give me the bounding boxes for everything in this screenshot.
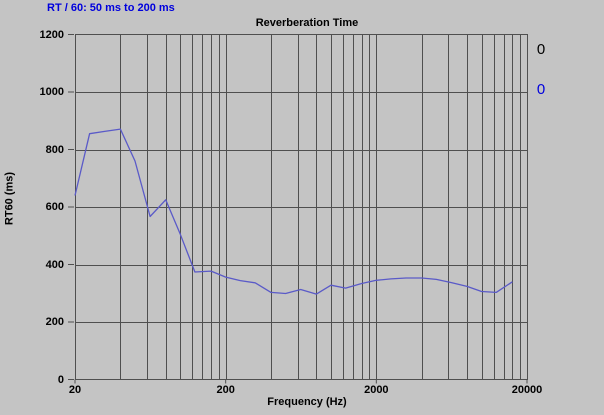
right-marker-black: 0 — [536, 41, 546, 58]
x-tick-label: 20000 — [511, 384, 543, 396]
window-header-title: RT / 60: 50 ms to 200 ms — [47, 2, 175, 14]
right-marker-blue: 0 — [536, 81, 546, 98]
y-tick-label: 1000 — [39, 86, 64, 98]
x-tick-label: 20 — [68, 384, 82, 396]
plot-frame — [75, 34, 528, 380]
rt60-curve — [74, 128, 513, 295]
y-tick-label: 600 — [45, 201, 64, 213]
y-axis-title: RT60 (ms) — [3, 171, 16, 226]
x-tick-label: 200 — [216, 384, 235, 396]
y-tick-label: 800 — [45, 143, 64, 156]
x-axis-title: Frequency (Hz) — [267, 396, 347, 408]
y-tick-label: 1200 — [39, 28, 64, 41]
y-tick-label: 0 — [57, 373, 64, 386]
x-tick-label: 2000 — [364, 384, 389, 396]
y-tick-label: 200 — [45, 316, 64, 328]
y-tick-label: 400 — [45, 258, 64, 271]
chart-title: Reverberation Time — [255, 17, 359, 29]
